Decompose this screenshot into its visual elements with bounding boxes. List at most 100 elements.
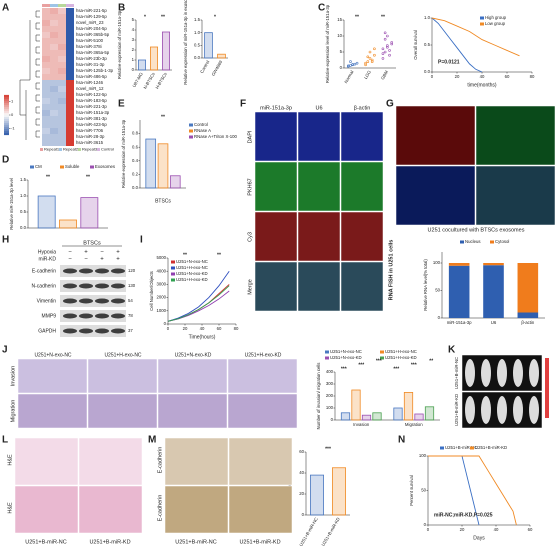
- y-axis-label: Percent survival: [409, 475, 414, 506]
- panel-letter: C: [318, 3, 325, 14]
- annotation: **: [46, 174, 50, 180]
- heatmap-cell: [66, 50, 74, 56]
- y-tick-label: 100: [433, 260, 441, 265]
- y-axis-label: Relative expression level of miR-151a-3p: [325, 4, 330, 83]
- annotation: *: [144, 14, 146, 20]
- data-point: [355, 61, 359, 65]
- row-label: hsa-miR-365a-5p: [76, 50, 110, 55]
- colorbar: [545, 358, 549, 418]
- panel-letter: F: [240, 99, 246, 110]
- heatmap-cell: [42, 74, 50, 80]
- blot-band: [111, 283, 125, 289]
- heatmap-cell: [66, 14, 74, 20]
- y-tick-label: 0.0: [20, 225, 27, 230]
- y-axis-label: Number of invasion/ migration cells: [316, 363, 321, 430]
- heatmap-cell: [42, 116, 50, 122]
- heatmap-cell: [66, 116, 74, 122]
- heatmap-cell: [66, 80, 74, 86]
- y-tick-label: 1.5: [20, 177, 27, 182]
- y-axis-label: Cell Number/Objects: [149, 271, 154, 311]
- heatmap-cell: [58, 116, 66, 122]
- bar-segment: [448, 265, 470, 318]
- heatmap-cell: [66, 26, 74, 32]
- x-tick-label: LGG: [363, 69, 372, 80]
- x-tick-label: U6: [491, 320, 497, 325]
- bar-segment: [483, 263, 504, 266]
- colorbar-step: [4, 98, 9, 102]
- annotation: ***: [376, 358, 382, 364]
- panel-letter: G: [386, 99, 394, 110]
- data-point: [368, 57, 372, 60]
- y-tick-label: 0: [132, 67, 135, 72]
- row-label: hsa-miR-5100: [76, 38, 104, 43]
- legend-label: Soluble: [65, 164, 80, 169]
- y-tick-label: 200: [326, 393, 334, 398]
- annotation: **: [86, 174, 90, 180]
- x-tick-label: U251+B-miR-NC: [298, 517, 319, 548]
- x-tick-label: U87-MG: [131, 71, 144, 88]
- blot-band: [63, 268, 77, 274]
- legend-swatch: [460, 240, 464, 244]
- x-tick-label: 40: [480, 74, 485, 79]
- mouse: [513, 396, 523, 424]
- colorbar-step: [4, 112, 9, 116]
- data-point: [370, 60, 374, 63]
- heatmap-cell: [42, 80, 50, 86]
- heatmap-cell: [58, 98, 66, 104]
- y-tick-label: 400: [326, 369, 334, 374]
- data-point: [381, 57, 385, 60]
- heatmap-cell: [66, 56, 74, 62]
- legend-swatch: [90, 165, 94, 169]
- data-point: [373, 53, 376, 57]
- blot-band: [63, 298, 77, 304]
- y-tick-label: 1.0: [424, 15, 431, 20]
- colorbar-step: [4, 96, 9, 100]
- panel-letter: M: [148, 435, 156, 446]
- data-point: [386, 34, 389, 38]
- heatmap-cell: [58, 92, 66, 98]
- row-label: H&E: [7, 454, 13, 466]
- row-label: novel_miR_23: [76, 20, 104, 25]
- line: [167, 270, 230, 322]
- y-tick-label: 1.0: [194, 30, 201, 35]
- legend-swatch: [40, 148, 43, 151]
- colorbar-step: [4, 120, 9, 124]
- data-point: [349, 60, 352, 63]
- legend-swatch: [480, 22, 484, 26]
- column-label: U251+N-exo-NC: [34, 352, 71, 358]
- legend-swatch: [189, 129, 193, 133]
- legend-label: U251+N-exo-NC: [330, 349, 362, 354]
- legend-label: High group: [485, 15, 507, 20]
- y-tick-label: 0.0: [194, 55, 201, 60]
- heatmap-cell: [50, 116, 58, 122]
- image-tile: [340, 261, 384, 312]
- heatmap-cell: [42, 50, 50, 56]
- bar: [161, 31, 170, 71]
- y-tick-label: 0: [302, 512, 305, 517]
- colorbar-step: [4, 128, 9, 132]
- image-tile: [78, 485, 143, 534]
- image-tile: [14, 437, 79, 486]
- bar: [372, 412, 382, 421]
- heatmap-cell: [50, 32, 58, 38]
- y-tick-label: 4: [132, 27, 135, 32]
- data-point: [390, 41, 394, 44]
- heatmap-cell: [42, 38, 50, 44]
- heatmap-cell: [42, 20, 50, 26]
- y-tick-label: 5: [132, 17, 135, 22]
- heatmap-cell: [58, 140, 66, 146]
- legend-label: Cytosol: [495, 239, 509, 244]
- legend-swatch: [325, 350, 329, 354]
- x-axis-label: Days: [473, 535, 485, 541]
- condition-label: miR-KD: [39, 256, 57, 262]
- image-tile: [475, 165, 556, 226]
- annotation: P=0.0121: [438, 59, 460, 65]
- heatmap-cell: [58, 110, 66, 116]
- y-tick-label: 0: [331, 417, 334, 422]
- x-tick-label: 0: [167, 326, 170, 331]
- heatmap-cell: [66, 68, 74, 74]
- y-tick-label: 0.0: [132, 185, 139, 190]
- legend-swatch: [380, 356, 384, 360]
- row-label: hsa-miR-23b-3p: [76, 56, 107, 61]
- sign: +: [100, 257, 104, 263]
